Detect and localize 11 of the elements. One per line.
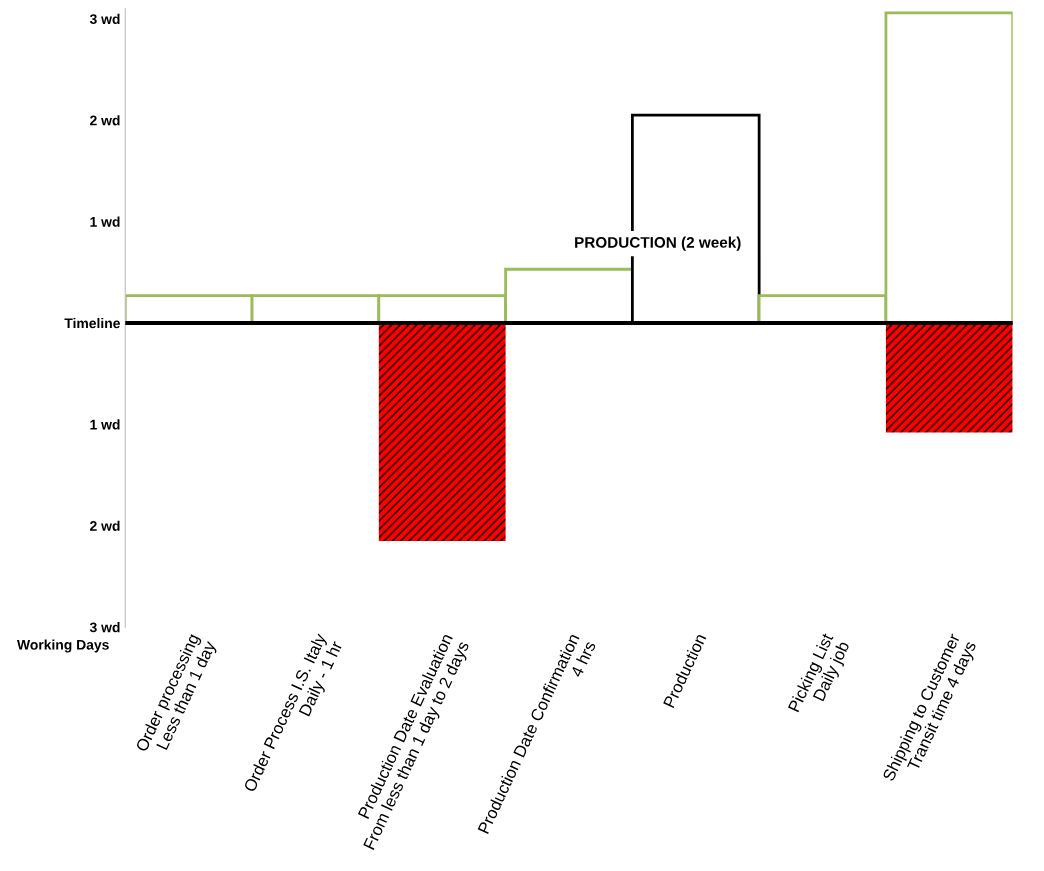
- y-tick-label: 1 wd: [90, 419, 120, 430]
- bar: [885, 322, 1013, 433]
- y-tick-label: 1 wd: [90, 216, 120, 227]
- y-tick-label: Timeline: [64, 317, 120, 329]
- y-tick-label: 3 wd: [89, 13, 120, 25]
- y-tick-label: 2 wd: [90, 115, 120, 126]
- annotation: PRODUCTION (2 week): [575, 236, 741, 251]
- bar: [378, 322, 506, 541]
- y-tick-label: 2 wd: [90, 520, 120, 531]
- y-tick-label: 3 wd: [89, 622, 120, 633]
- y-axis-title: Working Days: [16, 639, 109, 653]
